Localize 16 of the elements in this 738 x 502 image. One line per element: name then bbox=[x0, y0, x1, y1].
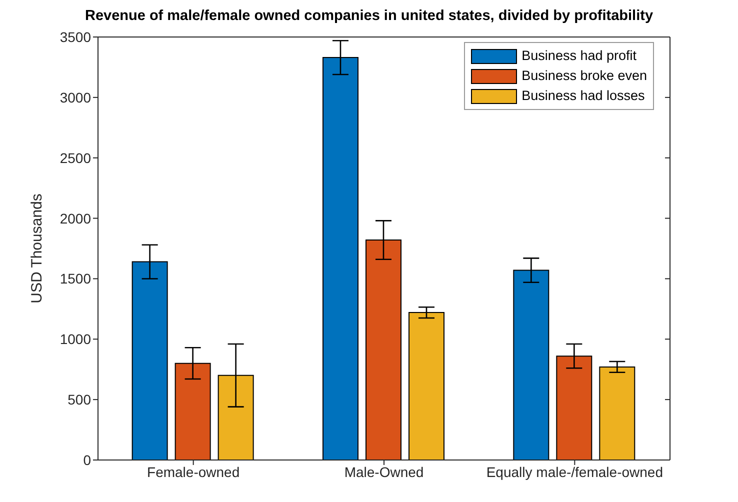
y-tick-label: 3000 bbox=[60, 89, 92, 106]
y-tick-label: 0 bbox=[83, 452, 92, 468]
y-tick-label: 2000 bbox=[60, 210, 92, 226]
y-tick-label: 500 bbox=[68, 392, 92, 408]
legend-label: Business had profit bbox=[522, 47, 636, 65]
x-tick-label: Female-owned bbox=[147, 464, 240, 480]
y-tick-label: 1000 bbox=[60, 331, 92, 348]
y-tick-label: 3500 bbox=[60, 28, 92, 45]
y-tick-label: 1500 bbox=[60, 270, 92, 287]
y-tick-label: 2500 bbox=[60, 150, 92, 166]
x-tick-label: Male-Owned bbox=[344, 464, 424, 480]
legend-label: Business broke even bbox=[522, 67, 647, 85]
x-tick-label: Equally male-/female-owned bbox=[486, 464, 663, 480]
y-axis-title: USD Thousands bbox=[28, 194, 46, 304]
legend-label: Business had losses bbox=[522, 87, 645, 105]
chart-title: Revenue of male/female owned companies in united states, divided by profitability bbox=[84, 8, 654, 26]
